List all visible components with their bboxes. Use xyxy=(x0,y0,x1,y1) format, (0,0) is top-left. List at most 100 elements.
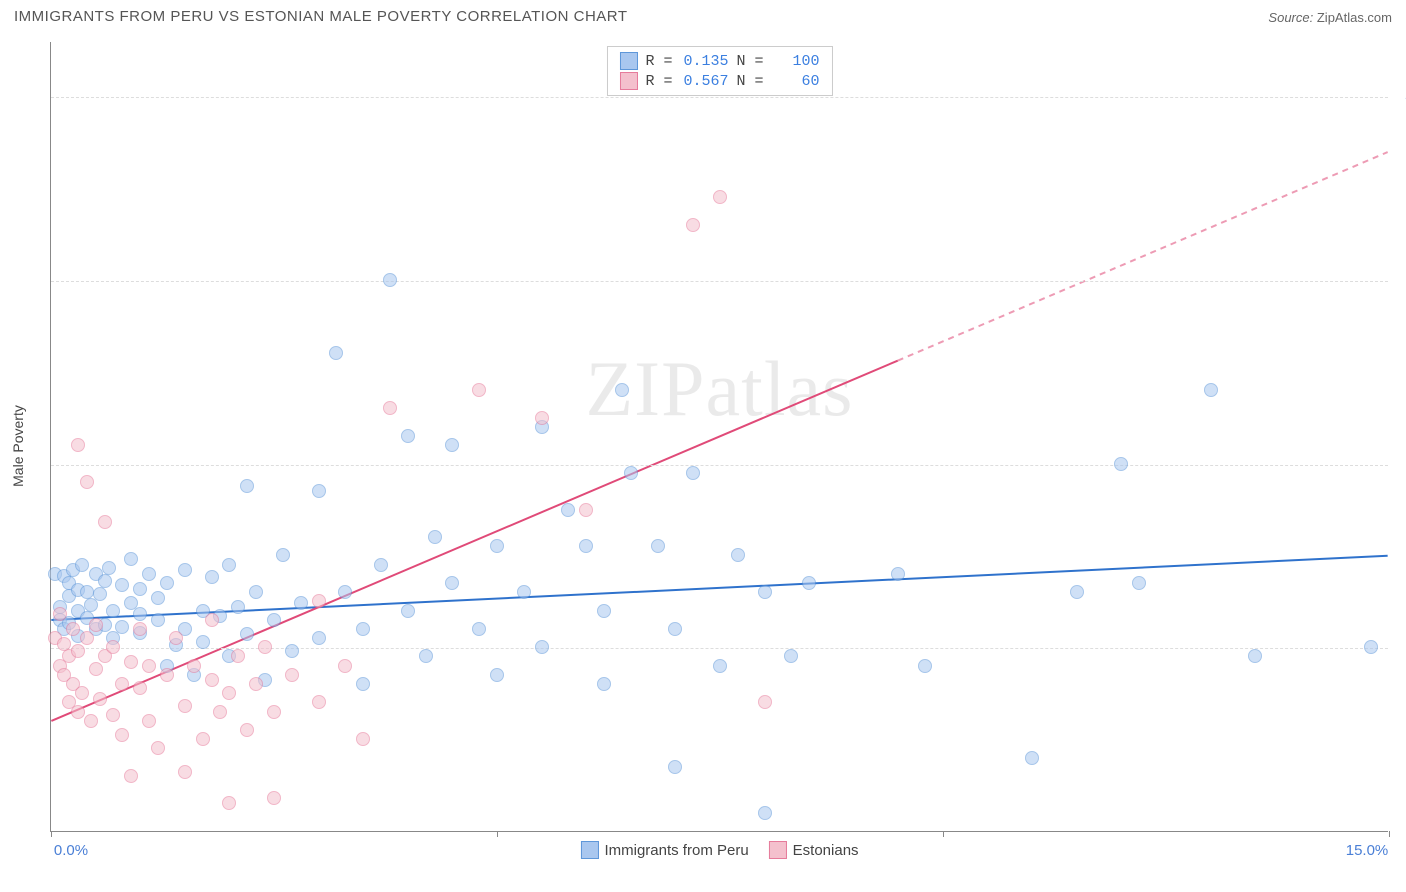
scatter-point-peru xyxy=(1025,751,1039,765)
scatter-point-estonian xyxy=(686,218,700,232)
scatter-point-peru xyxy=(713,659,727,673)
regression-lines-layer xyxy=(51,42,1388,831)
scatter-point-estonian xyxy=(713,190,727,204)
scatter-point-peru xyxy=(1204,383,1218,397)
scatter-point-peru xyxy=(240,479,254,493)
scatter-point-estonian xyxy=(142,714,156,728)
scatter-point-peru xyxy=(731,548,745,562)
source-label: Source: xyxy=(1268,10,1313,25)
source-citation: Source: ZipAtlas.com xyxy=(1268,10,1392,25)
scatter-point-estonian xyxy=(285,668,299,682)
scatter-point-peru xyxy=(133,607,147,621)
scatter-point-peru xyxy=(445,438,459,452)
scatter-point-peru xyxy=(142,567,156,581)
legend-swatch-estonian xyxy=(769,841,787,859)
stat-n-value: 100 xyxy=(772,53,820,70)
y-tick-label: 30.0% xyxy=(1393,272,1406,289)
scatter-point-peru xyxy=(151,591,165,605)
scatter-point-peru xyxy=(472,622,486,636)
x-tick xyxy=(497,831,498,837)
stat-r-label: R = xyxy=(645,53,672,70)
scatter-point-peru xyxy=(758,585,772,599)
scatter-point-estonian xyxy=(338,659,352,673)
scatter-point-peru xyxy=(338,585,352,599)
scatter-point-estonian xyxy=(312,594,326,608)
gridline-horizontal xyxy=(51,465,1388,466)
scatter-point-estonian xyxy=(356,732,370,746)
gridline-horizontal xyxy=(51,648,1388,649)
scatter-point-estonian xyxy=(535,411,549,425)
scatter-point-estonian xyxy=(267,791,281,805)
scatter-point-estonian xyxy=(160,668,174,682)
series-legend: Immigrants from PeruEstonians xyxy=(580,841,858,859)
scatter-point-peru xyxy=(231,600,245,614)
scatter-point-peru xyxy=(668,622,682,636)
y-axis-title: Male Poverty xyxy=(10,405,26,487)
scatter-point-estonian xyxy=(178,699,192,713)
scatter-point-estonian xyxy=(151,741,165,755)
scatter-point-peru xyxy=(124,552,138,566)
scatter-point-estonian xyxy=(93,692,107,706)
scatter-point-peru xyxy=(102,561,116,575)
scatter-point-peru xyxy=(312,631,326,645)
scatter-point-peru xyxy=(75,558,89,572)
scatter-point-estonian xyxy=(133,622,147,636)
scatter-point-peru xyxy=(561,503,575,517)
scatter-point-estonian xyxy=(142,659,156,673)
scatter-point-estonian xyxy=(222,796,236,810)
scatter-point-peru xyxy=(517,585,531,599)
scatter-point-peru xyxy=(356,677,370,691)
scatter-point-peru xyxy=(374,558,388,572)
scatter-point-estonian xyxy=(124,655,138,669)
scatter-point-peru xyxy=(276,548,290,562)
scatter-point-peru xyxy=(1248,649,1262,663)
scatter-point-estonian xyxy=(178,765,192,779)
scatter-point-estonian xyxy=(196,732,210,746)
scatter-point-estonian xyxy=(53,607,67,621)
scatter-point-peru xyxy=(115,578,129,592)
scatter-point-estonian xyxy=(133,681,147,695)
stat-r-value: 0.135 xyxy=(681,53,729,70)
legend-swatch-peru xyxy=(580,841,598,859)
scatter-point-estonian xyxy=(106,640,120,654)
scatter-point-peru xyxy=(535,640,549,654)
scatter-point-estonian xyxy=(249,677,263,691)
scatter-point-estonian xyxy=(383,401,397,415)
scatter-point-peru xyxy=(249,585,263,599)
scatter-point-peru xyxy=(490,668,504,682)
scatter-point-peru xyxy=(668,760,682,774)
scatter-point-estonian xyxy=(89,662,103,676)
chart-plot-area: ZIPatlas R =0.135N =100R =0.567N =60 Imm… xyxy=(50,42,1388,832)
scatter-point-estonian xyxy=(115,728,129,742)
scatter-point-estonian xyxy=(80,475,94,489)
x-tick-label: 15.0% xyxy=(1346,842,1389,859)
scatter-point-peru xyxy=(383,273,397,287)
scatter-point-estonian xyxy=(106,708,120,722)
scatter-point-estonian xyxy=(187,659,201,673)
scatter-point-peru xyxy=(758,806,772,820)
scatter-point-peru xyxy=(356,622,370,636)
scatter-point-peru xyxy=(1364,640,1378,654)
scatter-point-peru xyxy=(1114,457,1128,471)
scatter-point-peru xyxy=(490,539,504,553)
scatter-point-estonian xyxy=(84,714,98,728)
scatter-point-peru xyxy=(401,604,415,618)
scatter-point-estonian xyxy=(71,644,85,658)
scatter-point-peru xyxy=(160,576,174,590)
scatter-point-estonian xyxy=(71,438,85,452)
scatter-point-peru xyxy=(196,635,210,649)
scatter-point-estonian xyxy=(75,686,89,700)
scatter-point-estonian xyxy=(579,503,593,517)
scatter-point-peru xyxy=(178,563,192,577)
stat-legend-row-estonian: R =0.567N =60 xyxy=(619,71,819,91)
correlation-stats-legend: R =0.135N =100R =0.567N =60 xyxy=(606,46,832,96)
stat-legend-row-peru: R =0.135N =100 xyxy=(619,51,819,71)
series-legend-label: Immigrants from Peru xyxy=(604,842,748,859)
scatter-point-estonian xyxy=(267,705,281,719)
scatter-point-estonian xyxy=(213,705,227,719)
scatter-point-peru xyxy=(918,659,932,673)
scatter-point-peru xyxy=(294,596,308,610)
scatter-point-peru xyxy=(784,649,798,663)
series-legend-item-peru: Immigrants from Peru xyxy=(580,841,748,859)
scatter-point-peru xyxy=(1132,576,1146,590)
